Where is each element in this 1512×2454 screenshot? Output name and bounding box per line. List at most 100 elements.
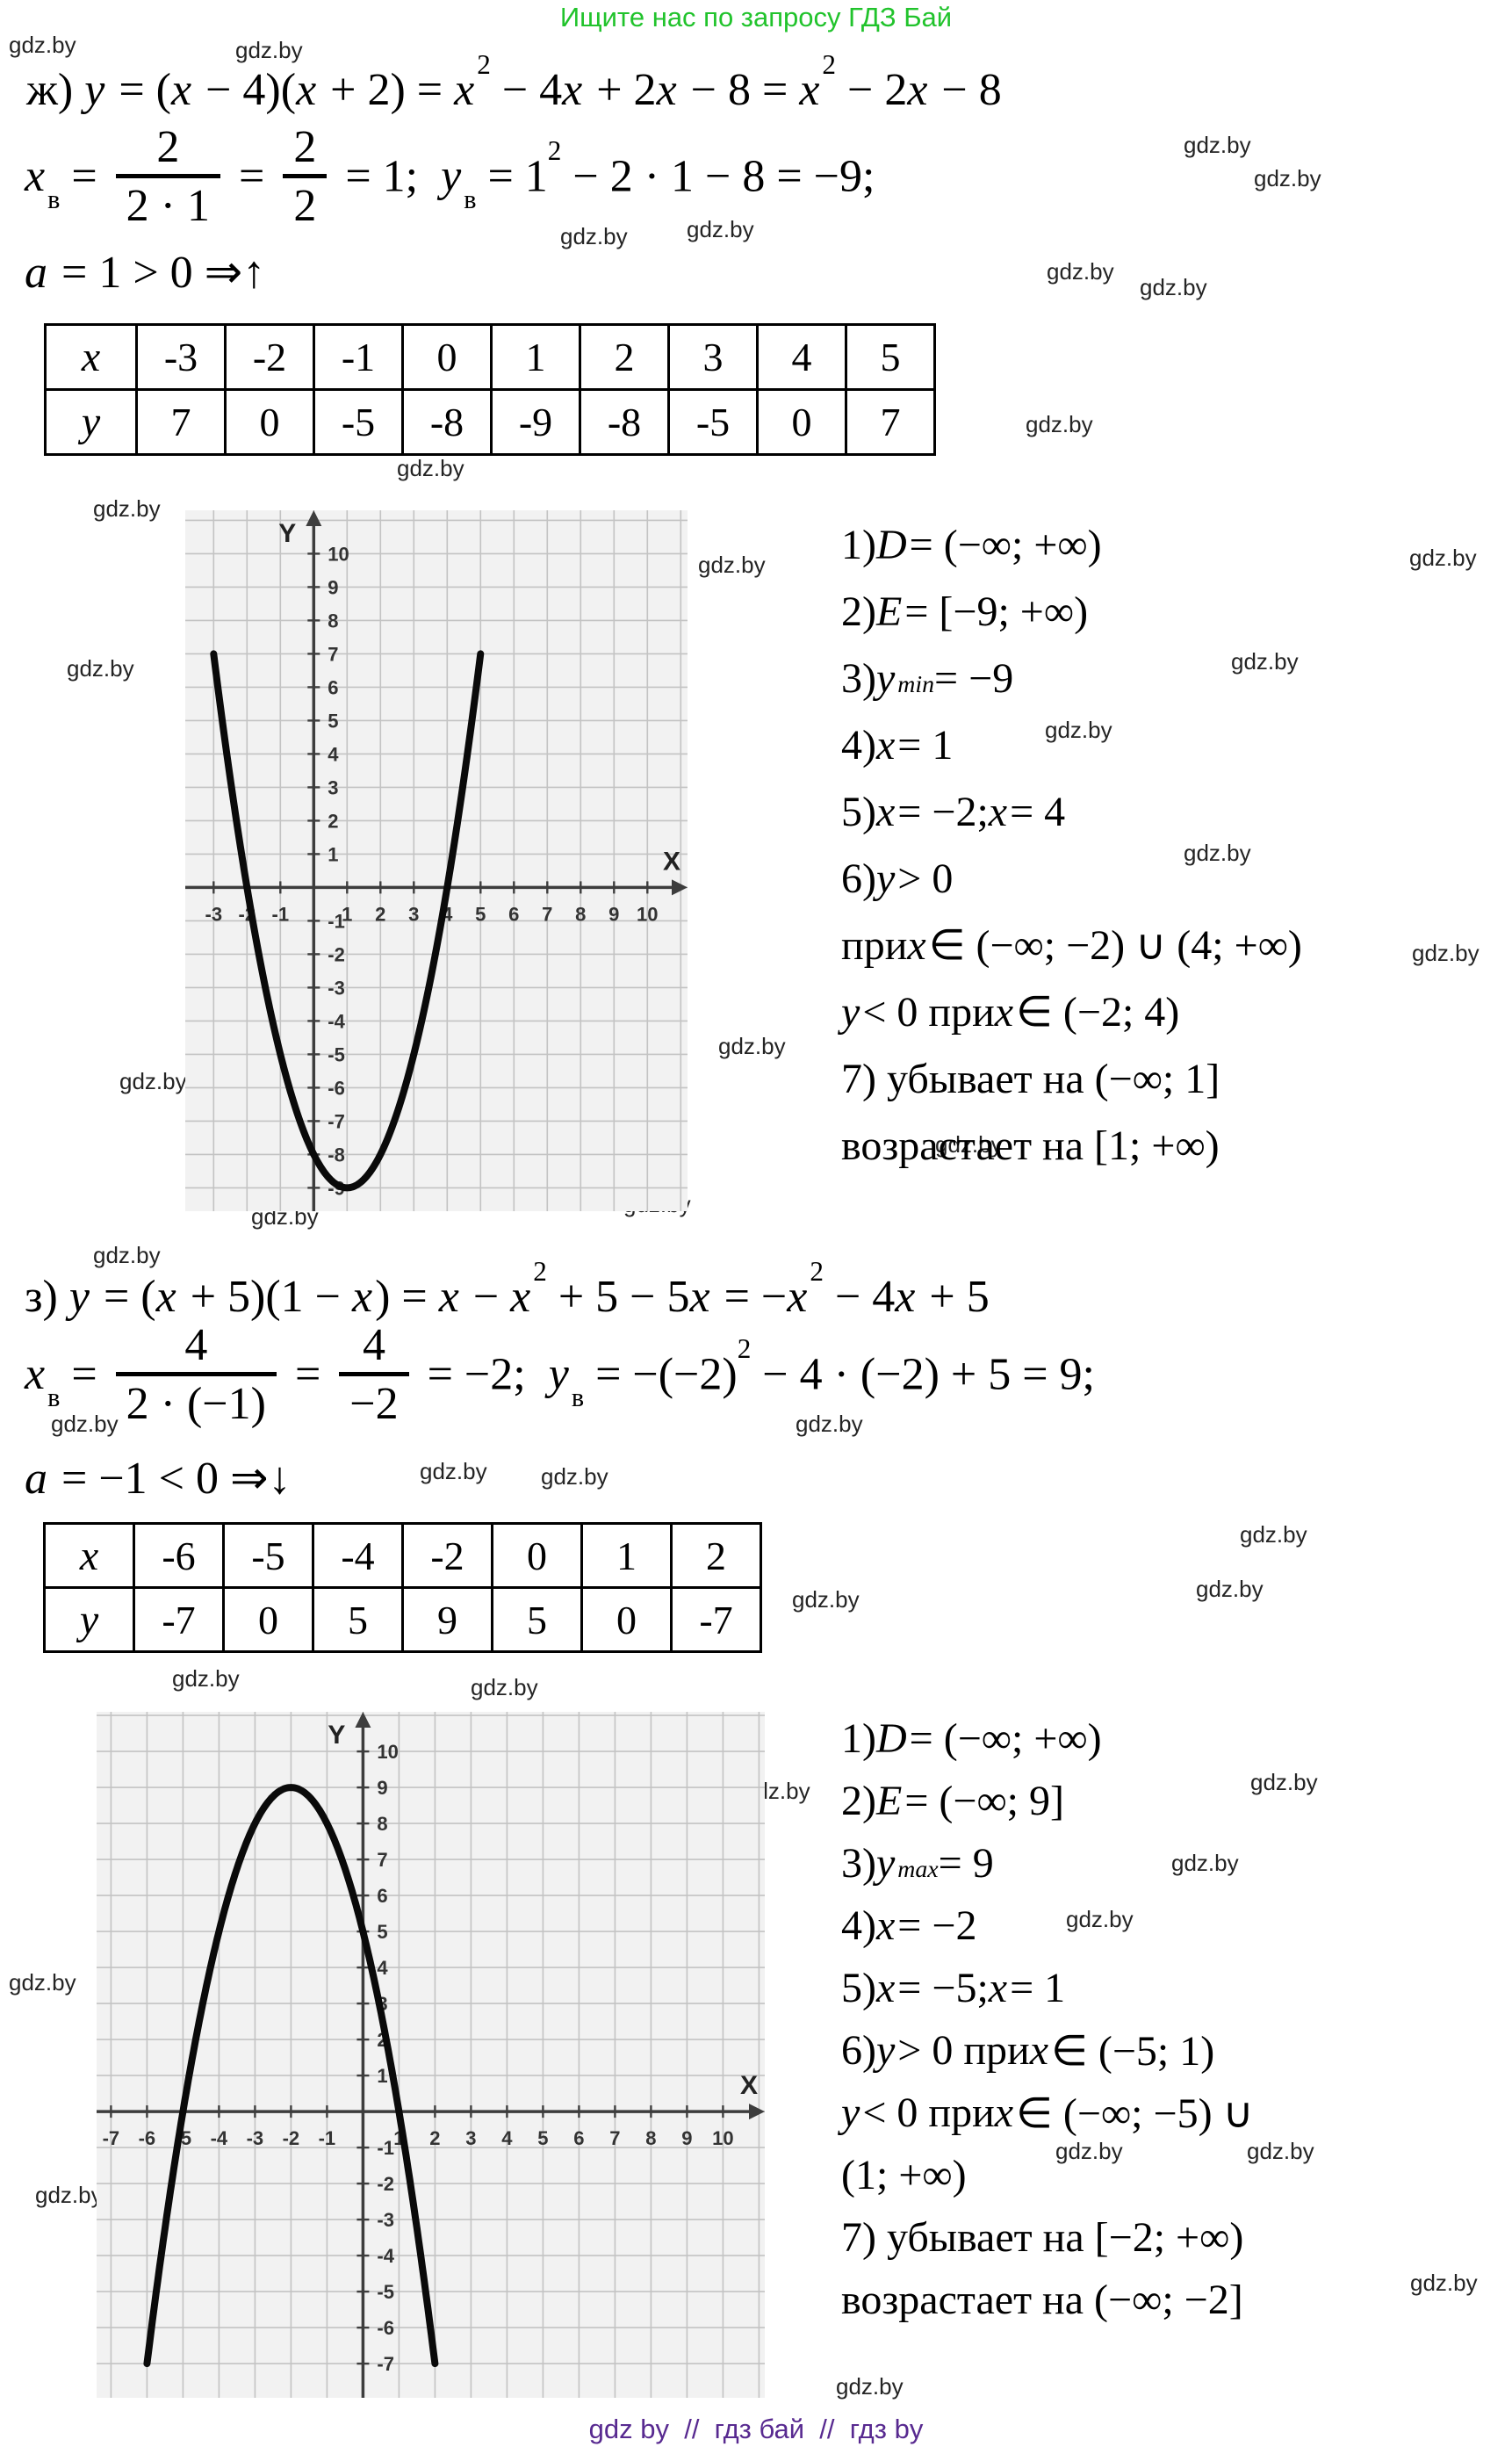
value-cell: 5 [491, 1586, 583, 1653]
tick-label: 8 [575, 903, 586, 925]
property-line: 2) E = [−9; +∞) [841, 588, 1089, 635]
tick-label: 4 [328, 743, 339, 765]
value-cell: -4 [312, 1522, 404, 1589]
tick-label: 2 [429, 2127, 440, 2149]
gdzby-watermark: gdz.by [1254, 165, 1321, 191]
tick-label: -3 [328, 977, 345, 999]
value-cell: 9 [401, 1586, 493, 1653]
tick-label: -6 [328, 1077, 345, 1099]
tick-label: 1 [342, 903, 352, 925]
property-line: 7) убывает на [−2; +∞) [841, 2214, 1244, 2261]
values-table-z: x -6 -5 -4 -2 0 1 2 y -7 0 5 9 5 0 -7 [43, 1522, 762, 1653]
gdzby-watermark: gdz.by [9, 32, 76, 58]
property-line: 7) убывает на (−∞; 1] [841, 1055, 1220, 1102]
tick-label: -1 [377, 2137, 394, 2159]
value-cell: -2 [224, 323, 315, 391]
gdzby-watermark: gdz.by [1184, 840, 1251, 866]
tick-label: -1 [328, 910, 345, 932]
gdzby-watermark: gdz.by [1240, 1521, 1307, 1548]
tick-label: 3 [408, 903, 419, 925]
gdzby-watermark: gdz.by [1231, 648, 1299, 675]
tick-label: 8 [328, 610, 338, 632]
gdzby-watermark: gdz.by [698, 552, 766, 578]
property-line: 1) D = (−∞; +∞) [841, 521, 1102, 568]
gdzby-watermark: gdz.by [1410, 2270, 1478, 2296]
value-cell: 2 [670, 1522, 762, 1589]
table-row: x -3 -2 -1 0 1 2 3 4 5 [44, 323, 936, 391]
property-line: возрастает на [1; +∞) [841, 1122, 1220, 1169]
value-cell: 7 [135, 388, 227, 456]
gdzby-watermark: gdz.by [541, 1463, 608, 1490]
tick-label: 10 [637, 903, 658, 925]
property-line: возрастает на (−∞; −2] [841, 2277, 1243, 2323]
equation-z-branch-direction: a = −1 < 0 ⇒↓ [25, 1454, 292, 1504]
table-row: y 7 0 -5 -8 -9 -8 -5 0 7 [44, 388, 936, 456]
value-cell: 1 [580, 1522, 673, 1589]
equation-zh-expansion: ж) y = (x − 4)(x + 2) = x2 − 4x + 2x − 8… [26, 48, 1002, 115]
tick-label: -1 [319, 2127, 336, 2149]
tick-label: -4 [377, 2245, 394, 2267]
value-cell: 0 [580, 1586, 673, 1653]
tick-label: 3 [328, 776, 338, 798]
tick-label: 9 [328, 576, 338, 598]
table-row: y -7 0 5 9 5 0 -7 [43, 1586, 762, 1653]
graph-background [97, 1712, 765, 2398]
value-cell: -8 [579, 388, 670, 456]
value-cell: -5 [667, 388, 759, 456]
parabola-graph-zh: -3 -2 -1 1 2 3 4 5 6 7 8 9 10-9-8-7-6-5-4-3-2-112345… [185, 510, 688, 1211]
gdzby-watermark: gdz.by [1412, 940, 1480, 966]
row-label-cell: x [43, 1522, 135, 1589]
value-cell: 5 [845, 323, 936, 391]
property-line: 4) x = −2 [841, 1902, 977, 1949]
property-line: 1) D = (−∞; +∞) [841, 1715, 1102, 1762]
tick-label: -6 [377, 2317, 394, 2339]
tick-label: 10 [328, 543, 349, 565]
gdzby-watermark: gdz.by [1171, 1850, 1239, 1876]
tick-label: 7 [542, 903, 552, 925]
tick-label: -3 [247, 2127, 264, 2149]
property-line: 3) y min = −9 [841, 654, 1014, 702]
gdzby-watermark: gdz.by [1066, 1906, 1134, 1932]
value-cell: 1 [490, 323, 581, 391]
x-axis-label: X [663, 847, 680, 876]
tick-label: 1 [328, 843, 338, 865]
y-axis-label: Y [328, 1721, 345, 1750]
row-label-cell: x [44, 323, 138, 391]
tick-label: 6 [508, 903, 519, 925]
x-axis-arrow-icon [749, 2104, 765, 2120]
tick-label: 4 [501, 2127, 513, 2149]
properties-list-z: 1) D = (−∞; +∞) 2) E = (−∞; 9] 3) y max = 9… [841, 1707, 1254, 2331]
gdzby-watermark: gdz.by [935, 1131, 1003, 1158]
tick-label: -8 [328, 1144, 345, 1166]
gdzby-watermark: gdz.by [235, 37, 303, 63]
property-line: при x ∈ (−∞; −2) ∪ (4; +∞) [841, 921, 1302, 970]
gdzby-watermark: gdz.by [1196, 1576, 1264, 1602]
gdzby-watermark: gdz.by [1047, 258, 1114, 285]
tick-label: 6 [573, 2127, 584, 2149]
gdzby-watermark: gdz.by [35, 2182, 103, 2208]
tick-label: 5 [328, 710, 338, 732]
row-label-cell: y [44, 388, 138, 456]
gdzby-watermark: gdz.by [1250, 1769, 1318, 1795]
y-axis-label: Y [278, 519, 296, 548]
tick-label: -7 [103, 2127, 120, 2149]
gdzby-watermark: gdz.by [51, 1411, 119, 1437]
tick-label: 1 [377, 2065, 387, 2087]
gdzby-watermark: gdz.by [1045, 717, 1112, 743]
tick-label: -7 [377, 2353, 394, 2375]
parabola-graph-z: -7 -6 -5 -4 -3 -2 -1 1 2 3 4 5 6 7 8 9 10-7-6-5-4-3-2-11… [97, 1712, 765, 2398]
tick-label: -5 [377, 2281, 394, 2303]
x-axis-arrow-icon [672, 879, 688, 896]
tick-label: 6 [328, 676, 338, 698]
tick-label: 4 [377, 1957, 388, 1979]
graph-background [185, 510, 688, 1211]
tick-label: 2 [328, 810, 338, 832]
value-cell: 4 [756, 323, 847, 391]
tick-label: 9 [681, 2127, 692, 2149]
value-cell: -9 [490, 388, 581, 456]
gdzby-watermark: gdz.by [718, 1033, 786, 1059]
